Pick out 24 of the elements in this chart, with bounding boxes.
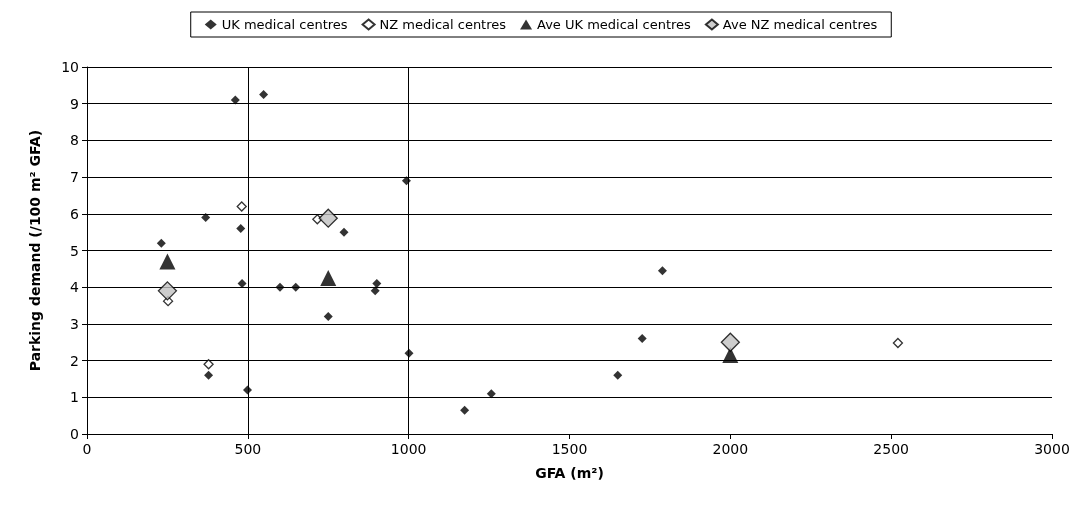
y-tick-label: 9 <box>70 95 79 112</box>
y-tick-label: 3 <box>70 315 79 332</box>
y-tick-label: 7 <box>70 169 79 186</box>
x-tick-label: 0 <box>82 441 92 457</box>
y-axis-title: Parking demand (/100 m² GFA) <box>27 129 43 372</box>
y-tick-label: 5 <box>70 242 79 259</box>
legend-label: Ave UK medical centres <box>537 17 692 32</box>
y-tick-label: 1 <box>70 389 79 406</box>
x-axis-title: GFA (m²) <box>535 465 604 481</box>
y-tick-label: 8 <box>70 132 79 149</box>
legend-label: Ave NZ medical centres <box>722 17 878 32</box>
x-tick-label: 2000 <box>712 441 749 457</box>
y-tick-label: 6 <box>70 205 80 222</box>
legend-label: UK medical centres <box>221 17 348 32</box>
x-tick-label: 2500 <box>873 441 909 457</box>
y-tick-label: 4 <box>70 279 80 296</box>
y-tick-label: 0 <box>70 426 79 442</box>
x-tick-label: 1500 <box>551 441 588 457</box>
legend-label: NZ medical centres <box>379 17 507 32</box>
x-tick-label: 1000 <box>390 441 427 457</box>
y-tick-label: 10 <box>61 59 79 75</box>
x-tick-label: 500 <box>234 441 262 457</box>
y-tick-label: 2 <box>70 352 79 369</box>
x-tick-label: 3000 <box>1034 441 1070 457</box>
